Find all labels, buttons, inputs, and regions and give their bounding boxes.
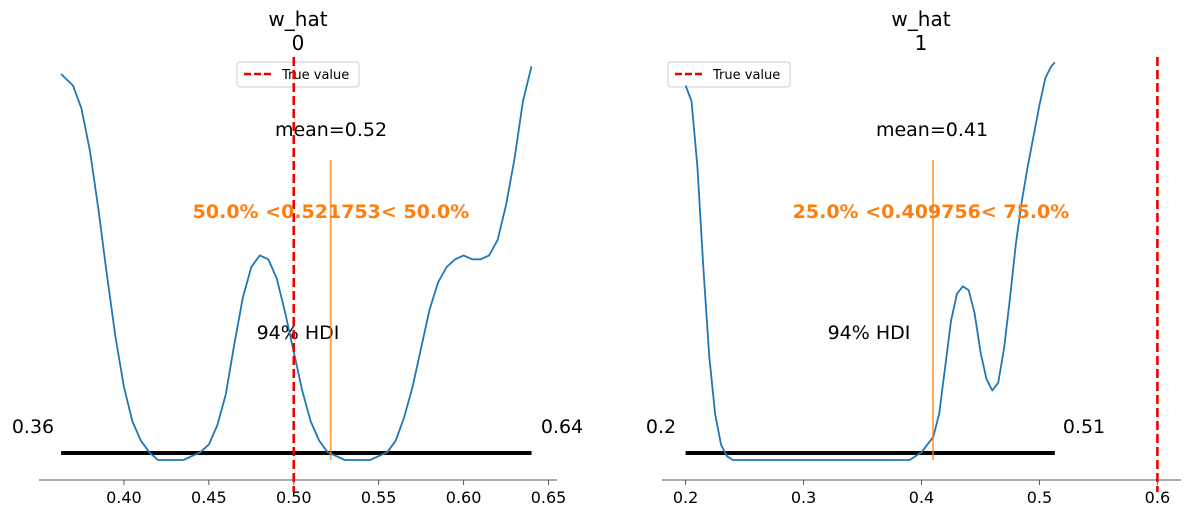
panel-title: w_hat [268, 7, 327, 31]
x-tick-label: 0.60 [446, 488, 482, 507]
panel-subtitle: 0 [292, 31, 305, 55]
density-curve [60, 66, 533, 461]
x-tick-label: 0.4 [909, 488, 934, 507]
panel-w-hat-1: w_hat 1 mean=0.41 94% HDI 0.2 0.51 True … [646, 7, 1181, 507]
x-tick-label: 0.40 [106, 488, 142, 507]
hdi-label: 94% HDI [828, 322, 911, 344]
panel-w-hat-0: w_hat 0 mean=0.52 94% HDI 0.36 0.64 True… [12, 7, 583, 507]
legend-box [236, 61, 360, 88]
hdi-low-label: 0.36 [12, 416, 54, 438]
hdi-label: 94% HDI [257, 322, 340, 344]
hdi-high-label: 0.64 [541, 416, 583, 438]
mean-label: mean=0.52 [275, 119, 387, 141]
density-curve [684, 61, 1056, 461]
hdi-low-label: 0.2 [646, 416, 676, 438]
legend: True value [236, 61, 360, 88]
mean-label: mean=0.41 [876, 119, 988, 141]
x-tick-label: 0.55 [361, 488, 397, 507]
ratio-label: 25.0% <0.409756< 75.0% [793, 201, 1070, 223]
panel-title: w_hat [891, 7, 950, 31]
x-tick-label: 0.65 [531, 488, 567, 507]
x-tick-label: 0.3 [791, 488, 816, 507]
legend-label: True value [712, 68, 780, 83]
hdi-high-label: 0.51 [1063, 416, 1105, 438]
panel-subtitle: 1 [915, 31, 928, 55]
legend-box [667, 61, 791, 88]
legend: True value [667, 61, 791, 88]
x-tick-label: 0.6 [1145, 488, 1170, 507]
x-tick-label: 0.50 [276, 488, 312, 507]
ratio-label: 50.0% <0.521753< 50.0% [193, 201, 470, 223]
x-tick-label: 0.5 [1027, 488, 1052, 507]
x-tick-label: 0.2 [673, 488, 698, 507]
x-tick-label: 0.45 [191, 488, 227, 507]
legend-label: True value [281, 68, 349, 83]
